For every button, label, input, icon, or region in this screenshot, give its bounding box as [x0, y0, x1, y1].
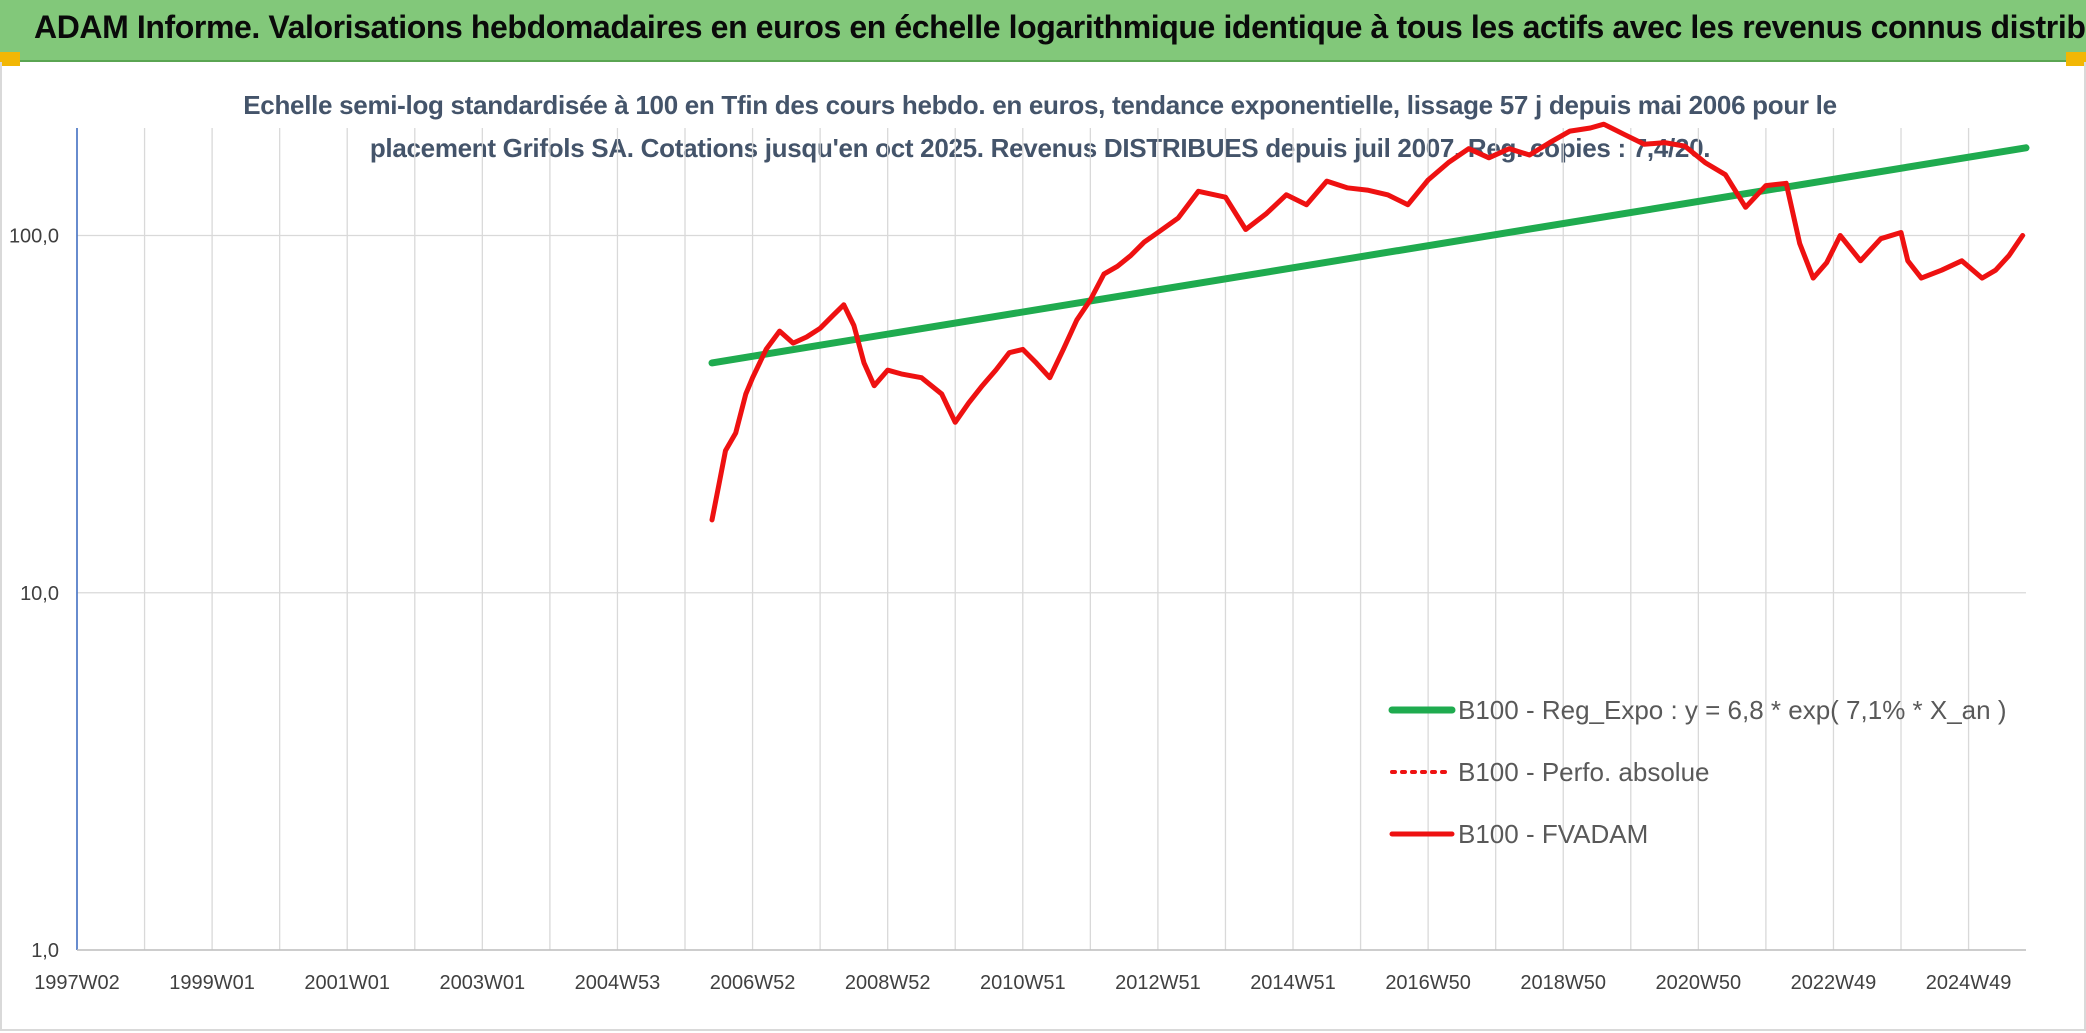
y-tick-label: 1,0	[31, 940, 59, 962]
x-tick-label: 2012W51	[1115, 972, 1201, 994]
x-tick-label: 2020W50	[1656, 972, 1742, 994]
report-title: ADAM Informe. Valorisations hebdomadaire…	[34, 9, 2086, 45]
legend-label-2: B100 - FVADAM	[1458, 819, 1648, 849]
series-line-2	[709, 121, 2026, 523]
corner-marker-right	[2066, 52, 2086, 66]
x-tick-label: 2010W51	[980, 972, 1066, 994]
x-tick-label: 1997W02	[34, 972, 120, 994]
x-tick-label: 2024W49	[1926, 972, 2012, 994]
x-tick-label: 2001W01	[304, 972, 390, 994]
series-line-0	[708, 144, 2030, 367]
legend-label-0: B100 - Reg_Expo : y = 6,8 * exp( 7,1% * …	[1458, 695, 2007, 725]
x-tick-label: 2014W51	[1250, 972, 1336, 994]
x-tick-label: 2008W52	[845, 972, 931, 994]
x-tick-label: 2022W49	[1791, 972, 1877, 994]
corner-marker-left	[0, 52, 20, 66]
y-tick-label: 100,0	[9, 226, 59, 248]
title-banner: ADAM Informe. Valorisations hebdomadaire…	[0, 0, 2086, 62]
x-tick-label: 2018W50	[1520, 972, 1606, 994]
legend-label-1: B100 - Perfo. absolue	[1458, 757, 1710, 787]
y-tick-label: 10,0	[20, 583, 59, 605]
x-tick-label: 2006W52	[710, 972, 796, 994]
x-tick-label: 2016W50	[1385, 972, 1471, 994]
x-tick-label: 1999W01	[169, 972, 255, 994]
chart-frame	[0, 62, 2086, 1031]
x-tick-label: 2003W01	[440, 972, 526, 994]
x-tick-label: 2004W53	[575, 972, 661, 994]
chart-subtitle-line-1: Echelle semi-log standardisée à 100 en T…	[243, 90, 1837, 120]
